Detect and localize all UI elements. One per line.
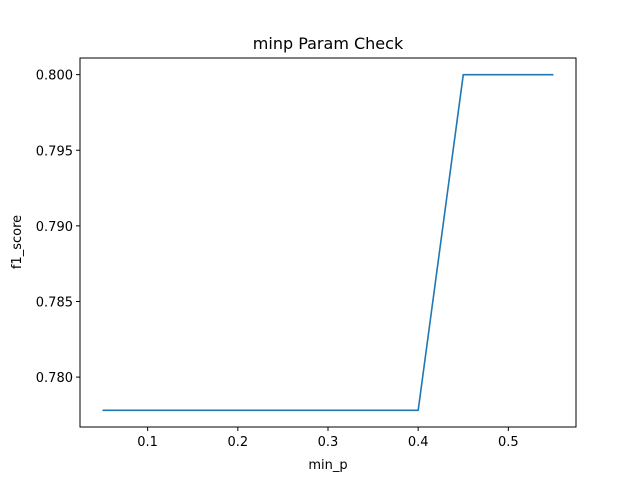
plot-layer (102, 73, 554, 412)
y-tick-label: 0.790 (36, 220, 73, 235)
x-axis-ticks: 0.1 0.2 0.3 0.4 0.5 (137, 427, 519, 450)
y-tick-label: 0.795 (36, 144, 73, 159)
y-axis-ticks: 0.780 0.785 0.790 0.795 0.800 (36, 69, 80, 386)
chart-title: minp Param Check (253, 34, 404, 53)
x-tick-label: 0.1 (137, 435, 158, 450)
y-tick-label: 0.785 (36, 295, 73, 310)
y-tick-label: 0.780 (36, 371, 73, 386)
y-axis-label: f1_score (10, 215, 25, 269)
y-tick-label: 0.800 (36, 69, 73, 84)
x-tick-label: 0.5 (498, 435, 519, 450)
x-tick-label: 0.2 (227, 435, 248, 450)
x-axis-label: min_p (308, 458, 347, 473)
x-tick-label: 0.4 (408, 435, 429, 450)
series-line-0 (102, 73, 554, 412)
x-tick-label: 0.3 (318, 435, 339, 450)
